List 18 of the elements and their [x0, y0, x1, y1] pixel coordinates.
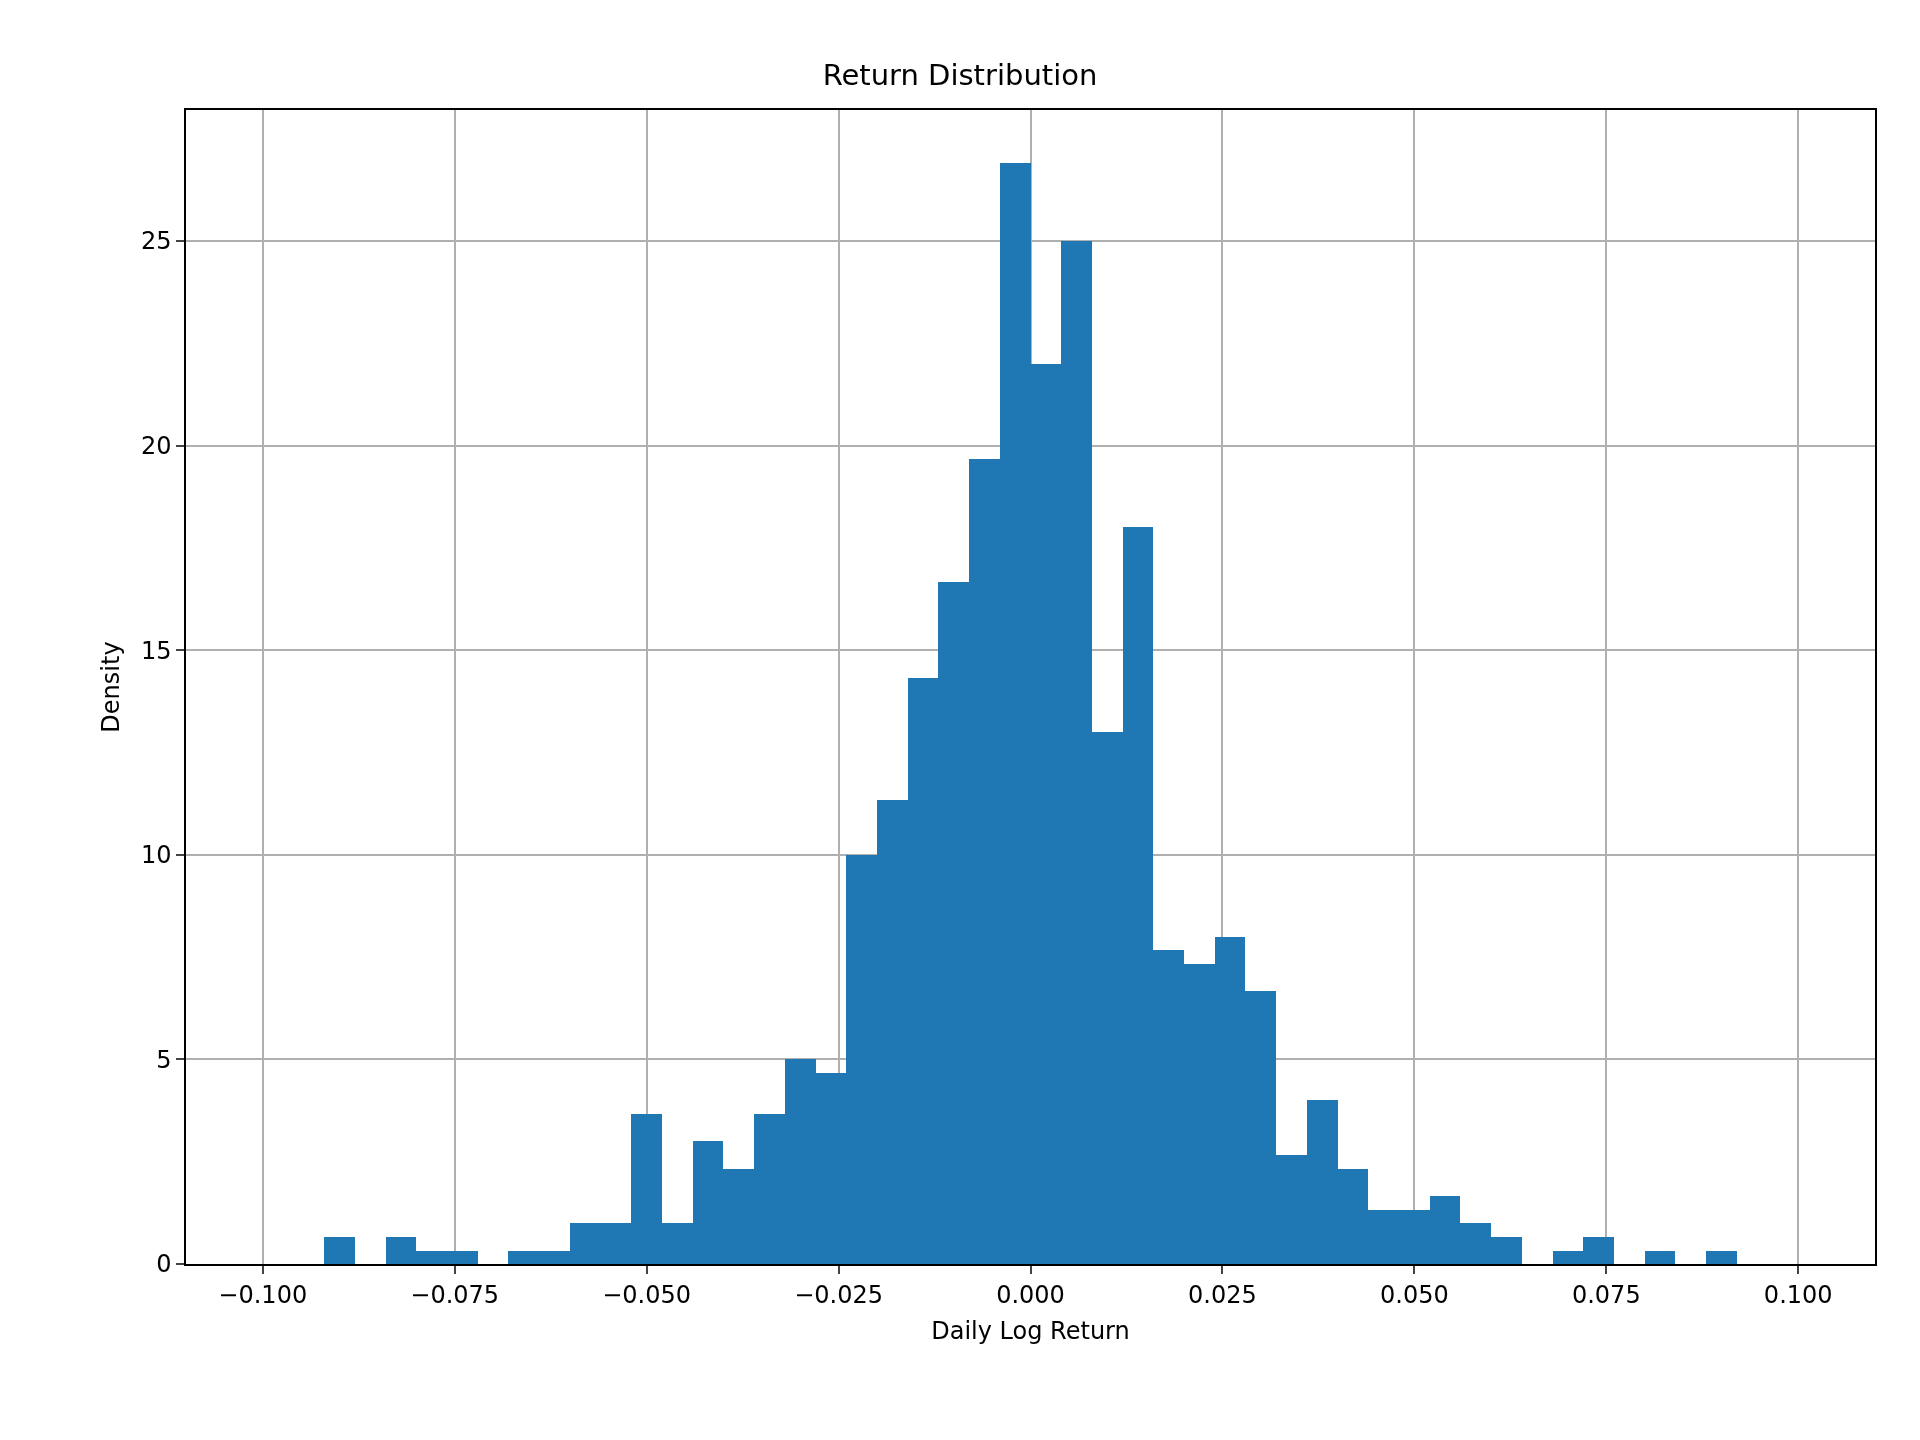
- chart-title: Return Distribution: [822, 58, 1098, 93]
- x-axis-title: Daily Log Return: [931, 1317, 1130, 1346]
- y-tick-label: 10: [140, 841, 172, 870]
- x-tick-label: 0.025: [1188, 1280, 1257, 1309]
- y-tick-label: 15: [140, 636, 172, 665]
- y-tick-label: 0: [156, 1250, 172, 1279]
- x-tick-label: 0.050: [1380, 1280, 1449, 1309]
- y-tick-label: 25: [140, 227, 172, 256]
- x-tick-label: −0.075: [410, 1280, 500, 1309]
- x-tick-label: −0.050: [602, 1280, 692, 1309]
- y-tick-label: 20: [140, 431, 172, 460]
- x-tick-label: 0.100: [1763, 1280, 1833, 1309]
- x-tick-label: 0.000: [996, 1280, 1065, 1309]
- x-tick-label: −0.025: [794, 1280, 883, 1309]
- y-tick-label: 5: [156, 1045, 172, 1074]
- x-tick-label: −0.100: [218, 1280, 308, 1309]
- y-axis-title: Density: [96, 641, 125, 733]
- x-tick-label: 0.075: [1571, 1280, 1641, 1309]
